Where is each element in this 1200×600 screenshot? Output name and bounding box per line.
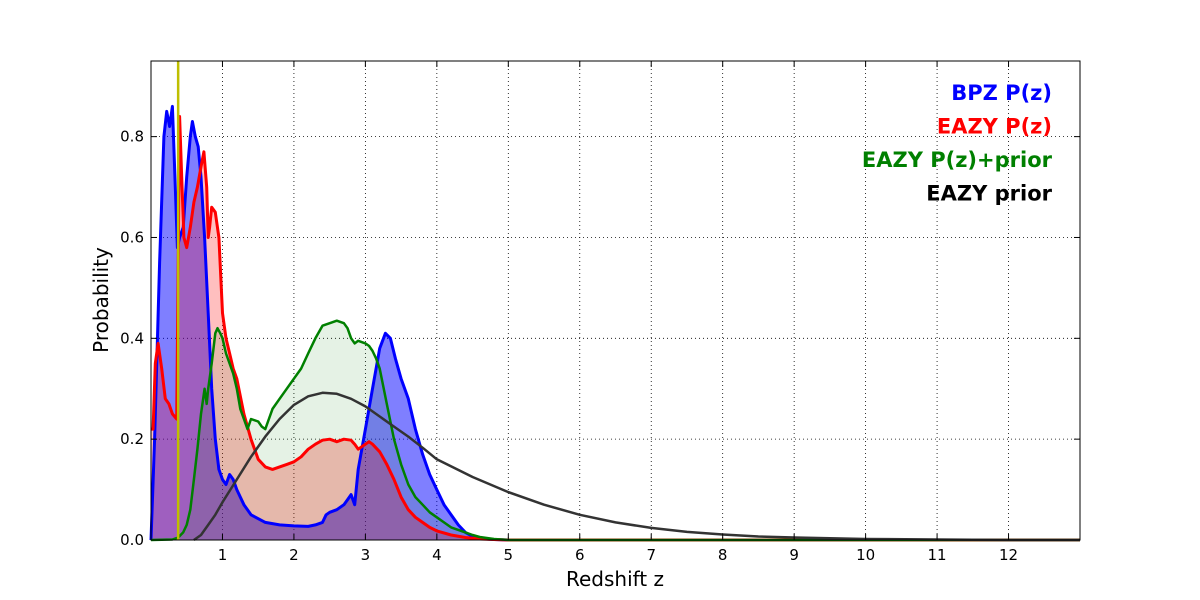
y-tick-label: 0.4 [120,329,144,347]
y-tick-label: 0.2 [120,430,144,448]
legend-entry-eazy-prior: EAZY prior [926,182,1052,206]
y-tick-label: 0.0 [120,531,144,549]
y-tick-label: 0.8 [120,128,144,146]
series-fill-eazy-p-z [151,116,1080,540]
x-tick-label: 6 [575,546,585,564]
series-line-eazy-p-z [151,115,1080,542]
series-line-eazy-p-z-prior [150,319,1080,542]
x-tick-label: 5 [504,546,514,564]
x-tick-label: 10 [856,546,875,564]
legend-entry-eazy-p-z-prior: EAZY P(z)+prior [862,148,1053,172]
series-lines [149,104,1080,542]
x-axis-label: Redshift z [566,567,664,591]
legend-entry-eazy-p-z: EAZY P(z) [937,115,1052,139]
x-tick-label: 11 [928,546,947,564]
x-tick-label: 2 [289,546,299,564]
series-line-eazy-prior [193,391,1080,542]
axis-ticks: 1 2 3 4 5 6 7 8 9 10 11 120.00.20.40.60.8 [120,61,1080,564]
series-line-bpz-p-z [149,104,1080,542]
y-tick-label: 0.6 [120,228,144,246]
x-tick-label: 9 [789,546,799,564]
x-tick-label: 7 [646,546,656,564]
y-axis-label: Probability [89,247,113,353]
x-tick-label: 4 [432,546,442,564]
series-fills [151,106,1080,541]
series-fill-eazy-p-z-prior [151,320,1080,540]
legend: BPZ P(z) EAZY P(z) EAZY P(z)+prior EAZY pri… [862,81,1053,206]
x-tick-label: 8 [718,546,728,564]
x-tick-label: 12 [999,546,1018,564]
plot-frame [150,60,1081,541]
legend-entry-bpz-p-z: BPZ P(z) [951,81,1052,105]
grid [151,61,1080,540]
x-tick-label: 1 [218,546,228,564]
x-tick-label: 3 [361,546,371,564]
series-fill-bpz-p-z [151,106,1080,541]
